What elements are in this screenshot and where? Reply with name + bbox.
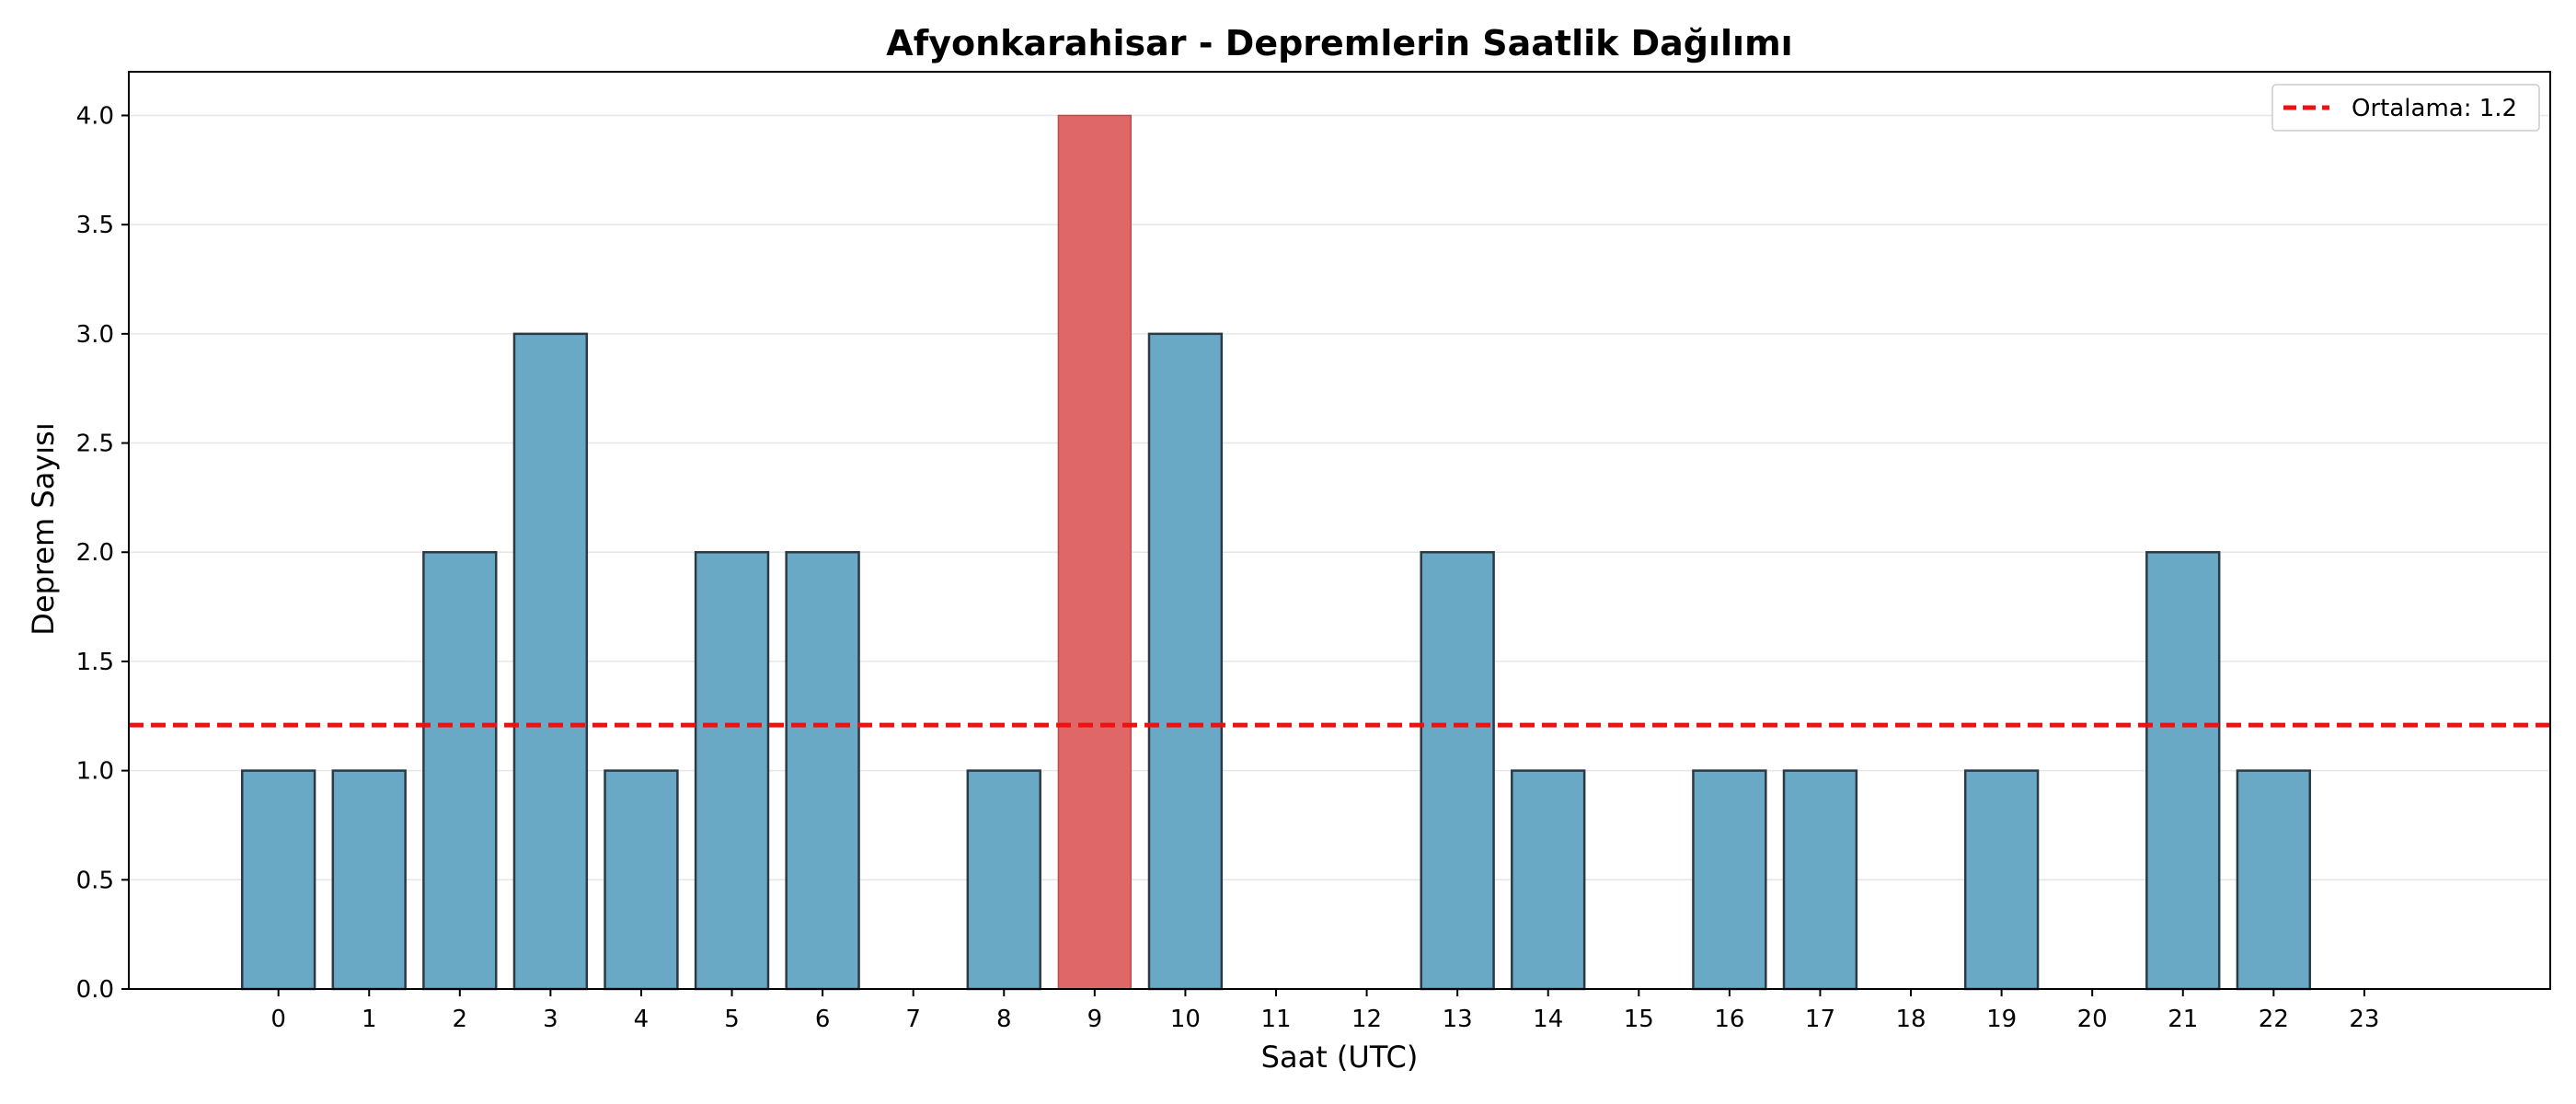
x-tick-label: 13 [1443, 1006, 1473, 1033]
x-tick-label: 12 [1351, 1006, 1382, 1033]
y-tick-label: 3.5 [76, 212, 114, 239]
y-axis-label: Deprem Sayısı [26, 422, 61, 635]
bar-2 [422, 550, 498, 991]
x-tick-label: 8 [996, 1006, 1012, 1033]
bar-19 [1963, 769, 2040, 991]
bar-8 [966, 769, 1041, 991]
x-tick-label: 21 [2168, 1006, 2198, 1033]
x-tick-label: 2 [453, 1006, 468, 1033]
bar-0 [240, 769, 316, 991]
x-tick-label: 18 [1895, 1006, 1926, 1033]
bars [240, 114, 2312, 991]
bar-6 [785, 550, 860, 991]
legend-entry-label: Ortalama: 1.2 [2352, 95, 2517, 122]
bar-3 [512, 332, 589, 991]
bar-14 [1511, 769, 1586, 991]
x-tick-label: 5 [724, 1006, 740, 1033]
x-tick-label: 1 [362, 1006, 377, 1033]
x-tick-label: 20 [2077, 1006, 2108, 1033]
y-tick-label: 0.5 [76, 867, 114, 894]
x-tick-label: 10 [1170, 1006, 1201, 1033]
bar-10 [1147, 332, 1224, 991]
x-tick-label: 6 [815, 1006, 831, 1033]
y-tick-label: 2.5 [76, 431, 114, 458]
legend: Ortalama: 1.2 [2271, 84, 2540, 132]
y-tick-label: 1.0 [76, 758, 114, 786]
chart-title: Afyonkarahisar - Depremlerin Saatlik Dağ… [886, 23, 1792, 63]
bar-4 [604, 769, 679, 991]
x-tick-label: 11 [1260, 1006, 1291, 1033]
bar-13 [1420, 550, 1495, 991]
x-tick-label: 17 [1805, 1006, 1835, 1033]
bar-21 [2145, 550, 2221, 991]
bar-9 [1057, 114, 1133, 990]
y-tick-label: 4.0 [76, 102, 114, 130]
x-tick-label: 9 [1087, 1006, 1103, 1033]
bar-16 [1692, 769, 1767, 991]
y-tick-label: 1.5 [76, 649, 114, 676]
y-ticks: 0.0 0.5 1.0 1.5 2.0 2.5 3.0 3.5 4.0 [76, 102, 129, 1004]
plot-frame [128, 71, 2551, 990]
bar-1 [331, 769, 407, 991]
x-tick-label: 23 [2349, 1006, 2379, 1033]
x-tick-label: 4 [634, 1006, 650, 1033]
x-tick-label: 3 [543, 1006, 558, 1033]
y-tick-label: 0.0 [76, 976, 114, 1004]
x-tick-label: 0 [270, 1006, 286, 1033]
legend-box [2271, 84, 2540, 132]
x-ticks: 0 1 2 3 4 5 6 7 8 9 10 11 12 13 14 15 16 17 18 19 20 21 22 23 [270, 989, 2379, 1033]
x-tick-label: 22 [2259, 1006, 2289, 1033]
x-tick-label: 14 [1533, 1006, 1563, 1033]
bar-5 [694, 550, 770, 991]
y-tick-label: 2.0 [76, 539, 114, 567]
bar-17 [1782, 769, 1858, 991]
x-tick-label: 16 [1714, 1006, 1744, 1033]
x-tick-label: 19 [1986, 1006, 2017, 1033]
x-axis-label: Saat (UTC) [1261, 1040, 1419, 1075]
x-tick-label: 7 [905, 1006, 921, 1033]
y-tick-label: 3.0 [76, 321, 114, 349]
x-tick-label: 15 [1624, 1006, 1654, 1033]
bar-22 [2236, 769, 2312, 991]
